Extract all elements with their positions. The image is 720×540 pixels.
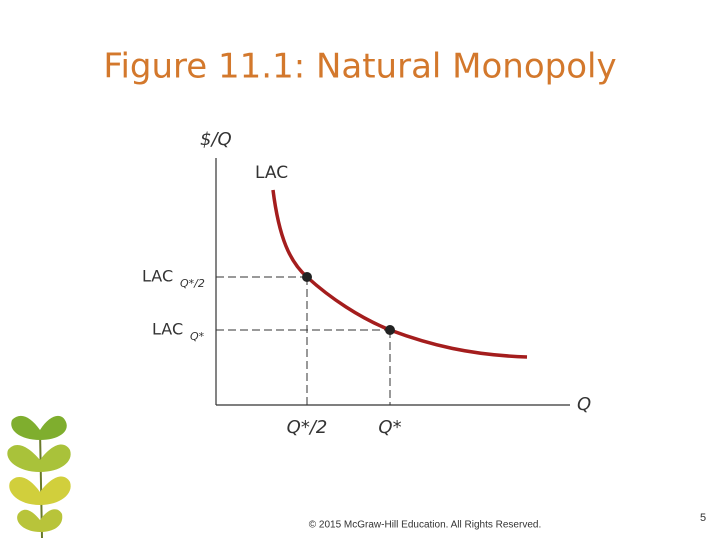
x-label: Q*/2 <box>287 417 328 438</box>
x-label: Q* <box>378 417 401 438</box>
page-number: 5 <box>700 512 706 524</box>
y-label: LAC <box>142 267 173 286</box>
point <box>385 325 395 335</box>
y-label-sub: Q* <box>190 330 205 343</box>
slide-title: Figure 11.1: Natural Monopoly <box>103 47 616 87</box>
copyright: © 2015 McGraw-Hill Education. All Rights… <box>309 520 541 531</box>
x-axis-label: Q <box>577 394 591 415</box>
ginkgo-decoration <box>7 415 71 539</box>
y-label: LAC <box>152 320 183 339</box>
y-axis-label: $/Q <box>200 129 232 150</box>
y-label-sub: Q*/2 <box>180 277 205 290</box>
point <box>302 272 312 282</box>
lac-curve <box>271 189 528 359</box>
curve-label: LAC <box>255 163 288 183</box>
diagram: $/Q Q LAC LAC Q*/2 LAC Q* Q*/2 Q* <box>142 129 591 438</box>
